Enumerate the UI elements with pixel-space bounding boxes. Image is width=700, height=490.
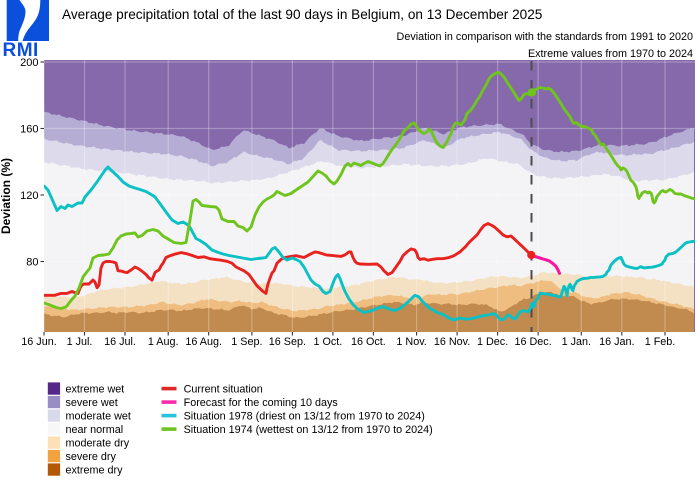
- svg-text:severe dry: severe dry: [66, 451, 117, 463]
- svg-text:severe wet: severe wet: [66, 397, 118, 409]
- svg-text:16 Jan.: 16 Jan.: [599, 336, 634, 348]
- svg-text:Extreme values from 1970 to 20: Extreme values from 1970 to 2024: [528, 48, 693, 60]
- svg-text:Situation 1974 (wettest on 13/: Situation 1974 (wettest on 13/12 from 19…: [184, 424, 433, 436]
- svg-text:moderate dry: moderate dry: [66, 438, 130, 450]
- svg-text:RMI: RMI: [3, 40, 39, 61]
- svg-text:16 Nov.: 16 Nov.: [434, 336, 470, 348]
- svg-text:16 Aug.: 16 Aug.: [185, 336, 222, 348]
- svg-text:1 Aug.: 1 Aug.: [148, 336, 179, 348]
- svg-text:1 Nov.: 1 Nov.: [396, 336, 426, 348]
- svg-text:moderate wet: moderate wet: [66, 411, 131, 423]
- svg-text:1 Sep.: 1 Sep.: [231, 336, 262, 348]
- svg-text:16 Oct.: 16 Oct.: [351, 336, 386, 348]
- svg-text:Average precipitation total of: Average precipitation total of the last …: [62, 7, 542, 22]
- svg-text:16 Jul.: 16 Jul.: [104, 336, 136, 348]
- svg-text:1 Feb.: 1 Feb.: [645, 336, 676, 348]
- svg-text:80: 80: [26, 256, 38, 268]
- svg-text:1 Jan.: 1 Jan.: [562, 336, 591, 348]
- svg-text:Forecast for the coming 10 day: Forecast for the coming 10 days: [184, 397, 339, 409]
- svg-text:Situation 1978 (driest on 13/1: Situation 1978 (driest on 13/12 from 197…: [184, 410, 425, 422]
- svg-text:16 Dec.: 16 Dec.: [514, 336, 551, 348]
- svg-text:1 Dec.: 1 Dec.: [477, 336, 508, 348]
- svg-text:extreme wet: extreme wet: [66, 384, 125, 396]
- svg-text:200: 200: [20, 57, 38, 69]
- svg-text:Current situation: Current situation: [184, 383, 263, 395]
- svg-text:160: 160: [20, 123, 38, 135]
- svg-text:near normal: near normal: [66, 424, 124, 436]
- svg-text:120: 120: [20, 190, 38, 202]
- svg-text:1 Oct.: 1 Oct.: [313, 336, 342, 348]
- svg-text:16 Sep.: 16 Sep.: [269, 336, 306, 348]
- svg-text:Deviation in comparison with t: Deviation in comparison with the standar…: [397, 31, 693, 43]
- svg-text:16 Jun.: 16 Jun.: [21, 336, 56, 348]
- svg-text:Deviation (%): Deviation (%): [0, 158, 13, 234]
- svg-text:extreme dry: extreme dry: [66, 465, 124, 477]
- svg-text:1 Jul.: 1 Jul.: [67, 336, 93, 348]
